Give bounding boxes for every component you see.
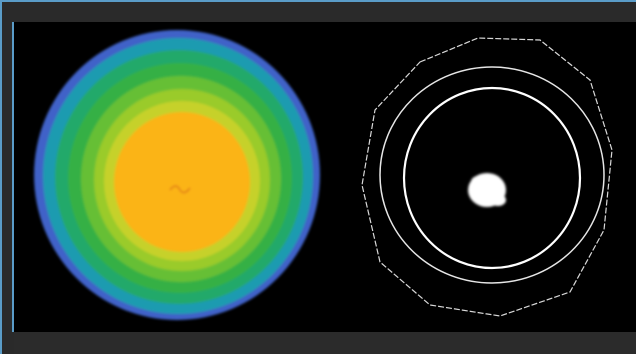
- center-blob: [468, 173, 506, 207]
- outer-ring: [361, 37, 613, 317]
- color-disc: [34, 30, 320, 320]
- ring-outline: [361, 37, 613, 317]
- core: [114, 112, 250, 252]
- inner-ring: [402, 86, 582, 270]
- speck: [169, 185, 191, 194]
- bottom-band: [14, 332, 636, 354]
- middle-ring: [379, 66, 605, 284]
